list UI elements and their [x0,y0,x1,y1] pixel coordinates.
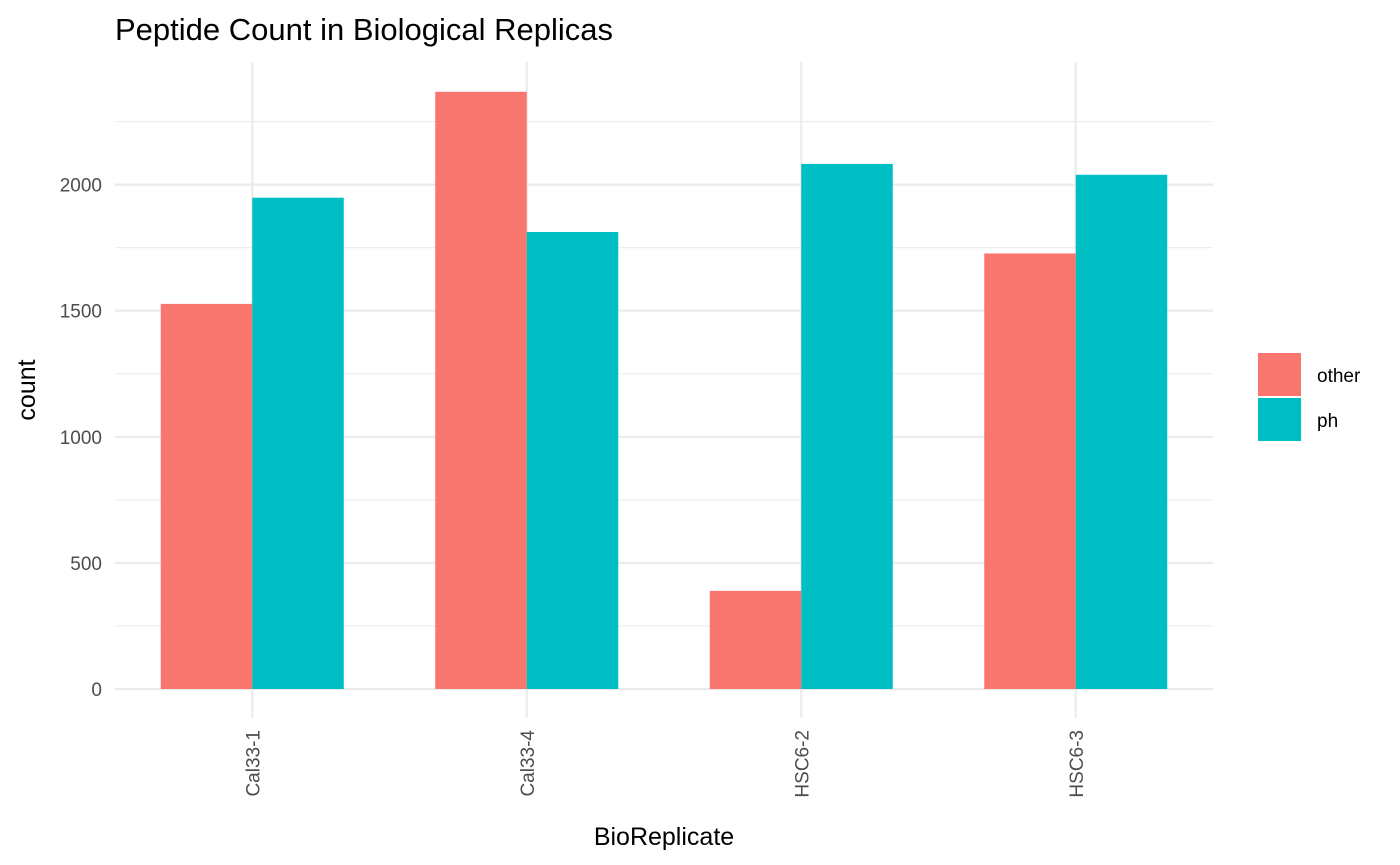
y-tick-label: 1500 [60,302,102,323]
legend-label-other: other [1317,366,1361,387]
x-axis-title: BioReplicate [594,823,734,851]
x-tick-label: HSC6-3 [1067,730,1088,798]
legend: other ph [1258,353,1361,441]
y-axis-title: count [13,359,41,420]
chart-title: Peptide Count in Biological Replicas [115,12,613,47]
bar-other-Cal33-4 [435,91,527,689]
bar-ph-HSC6-3 [1075,174,1168,689]
bar-other-HSC6-3 [984,253,1076,689]
bar-other-HSC6-2 [709,590,802,689]
legend-key-other [1258,353,1301,396]
legend-key-ph [1258,398,1301,441]
y-tick-label: 1000 [60,428,102,449]
bar-ph-Cal33-4 [526,232,619,689]
bar-ph-Cal33-1 [252,197,344,689]
bar-other-Cal33-1 [160,303,253,689]
bars [160,91,1168,689]
x-axis-ticks: Cal33-1 Cal33-4 HSC6-2 HSC6-3 [243,730,1088,798]
y-axis-ticks: 0 500 1000 1500 2000 [60,176,102,701]
x-tick-label: HSC6-2 [792,730,813,798]
bar-ph-HSC6-2 [801,163,893,689]
x-tick-label: Cal33-1 [243,730,264,797]
y-tick-label: 500 [70,554,102,575]
legend-label-ph: ph [1317,411,1338,432]
x-tick-label: Cal33-4 [518,730,539,797]
y-tick-label: 0 [91,680,102,701]
y-tick-label: 2000 [60,176,102,197]
